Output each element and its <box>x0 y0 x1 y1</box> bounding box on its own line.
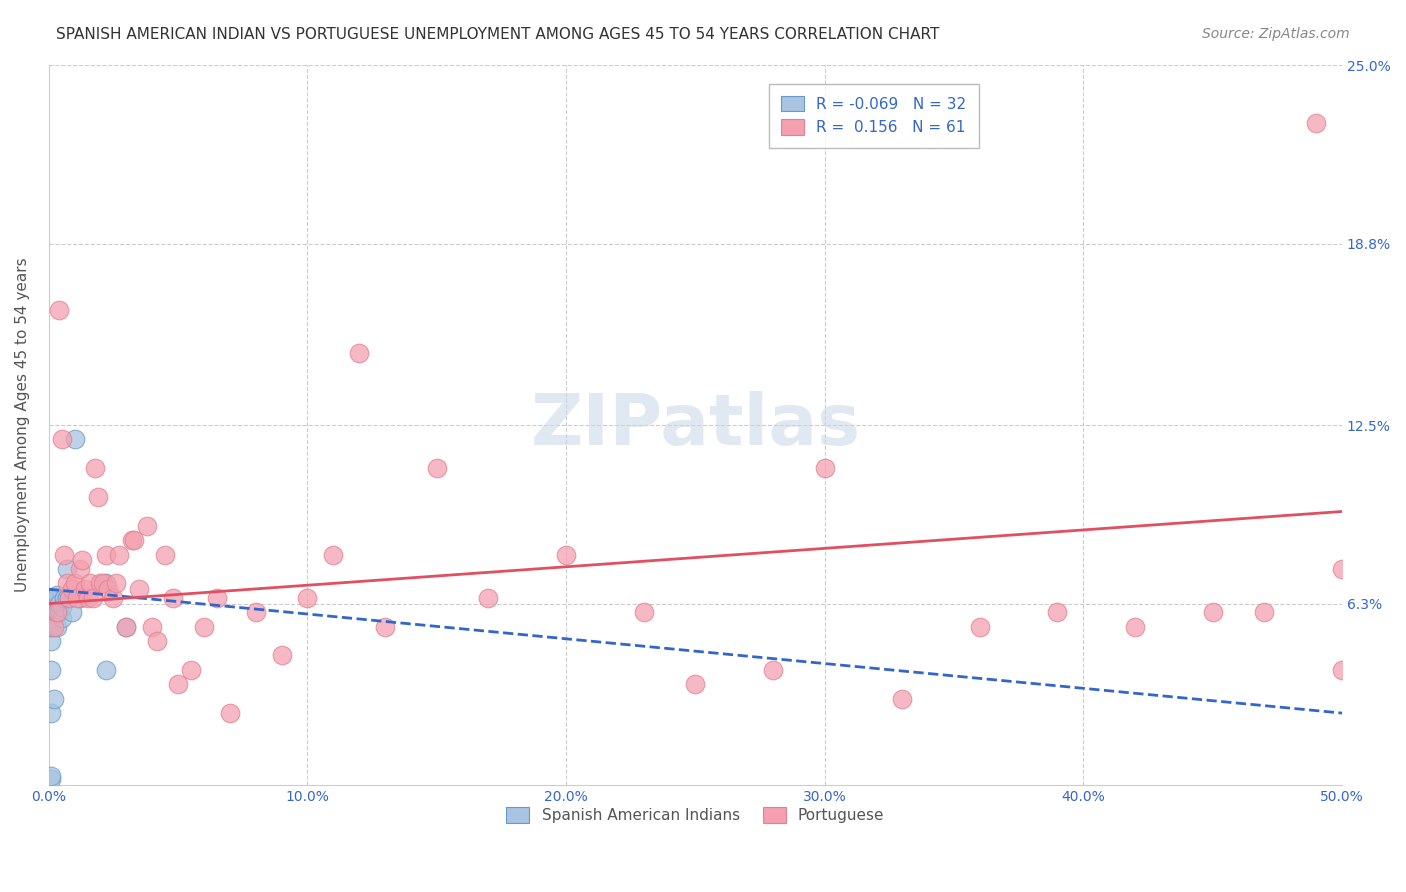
Point <box>91 576 114 591</box>
Point <box>42 597 65 611</box>
Text: Source: ZipAtlas.com: Source: ZipAtlas.com <box>1202 27 1350 41</box>
Point <box>48 597 70 611</box>
Point <box>1123 620 1146 634</box>
Point <box>63 576 86 591</box>
Point <box>45 620 67 634</box>
Point <box>685 677 707 691</box>
Point <box>45 588 67 602</box>
Point <box>136 519 159 533</box>
Point <box>41 769 63 783</box>
Text: SPANISH AMERICAN INDIAN VS PORTUGUESE UNEMPLOYMENT AMONG AGES 45 TO 54 YEARS COR: SPANISH AMERICAN INDIAN VS PORTUGUESE UN… <box>56 27 939 42</box>
Point <box>633 605 655 619</box>
Legend: Spanish American Indians, Portuguese: Spanish American Indians, Portuguese <box>495 795 897 835</box>
Point <box>1330 562 1353 576</box>
Point <box>89 576 111 591</box>
Point <box>51 599 73 614</box>
Point <box>79 576 101 591</box>
Point <box>87 490 110 504</box>
Point <box>270 648 292 663</box>
Point <box>45 605 67 619</box>
Point <box>193 620 215 634</box>
Point <box>42 594 65 608</box>
Point <box>72 553 94 567</box>
Point <box>63 433 86 447</box>
Point <box>42 691 65 706</box>
Point <box>53 548 76 562</box>
Point <box>60 605 83 619</box>
Point <box>218 706 240 720</box>
Point <box>56 591 79 605</box>
Point <box>146 634 169 648</box>
Point <box>69 562 91 576</box>
Point <box>121 533 143 548</box>
Point <box>103 591 125 605</box>
Point <box>45 591 67 605</box>
Point <box>477 591 499 605</box>
Point <box>426 461 449 475</box>
Point <box>1253 605 1275 619</box>
Point <box>51 611 73 625</box>
Point <box>53 591 76 605</box>
Point <box>56 576 79 591</box>
Point <box>69 591 91 605</box>
Point <box>762 663 785 677</box>
Point <box>105 576 128 591</box>
Point <box>45 597 67 611</box>
Point <box>41 605 63 619</box>
Point <box>73 582 96 597</box>
Point <box>128 582 150 597</box>
Point <box>1202 605 1225 619</box>
Point <box>374 620 396 634</box>
Point <box>58 591 80 605</box>
Point <box>162 591 184 605</box>
Point <box>97 582 120 597</box>
Point <box>84 461 107 475</box>
Point <box>41 620 63 634</box>
Point <box>180 663 202 677</box>
Point <box>1330 663 1353 677</box>
Point <box>969 620 991 634</box>
Point <box>42 605 65 619</box>
Point <box>322 548 344 562</box>
Point <box>48 605 70 619</box>
Point <box>555 548 578 562</box>
Point <box>76 591 98 605</box>
Point <box>42 591 65 605</box>
Point <box>56 562 79 576</box>
Y-axis label: Unemployment Among Ages 45 to 54 years: Unemployment Among Ages 45 to 54 years <box>15 258 30 592</box>
Point <box>107 548 129 562</box>
Point <box>58 591 80 605</box>
Point <box>297 591 319 605</box>
Point <box>41 611 63 625</box>
Point <box>41 706 63 720</box>
Point <box>51 433 73 447</box>
Point <box>167 677 190 691</box>
Point <box>42 620 65 634</box>
Point <box>245 605 267 619</box>
Point <box>122 533 145 548</box>
Point <box>94 576 117 591</box>
Point <box>153 548 176 562</box>
Point <box>115 620 138 634</box>
Text: ZIPatlas: ZIPatlas <box>530 391 860 459</box>
Point <box>41 663 63 677</box>
Point <box>1046 605 1069 619</box>
Point <box>205 591 228 605</box>
Point <box>60 582 83 597</box>
Point <box>66 591 89 605</box>
Point <box>141 620 163 634</box>
Point <box>814 461 837 475</box>
Point <box>1305 116 1327 130</box>
Point <box>82 591 104 605</box>
Point <box>94 663 117 677</box>
Point <box>115 620 138 634</box>
Point <box>347 346 370 360</box>
Point <box>45 605 67 619</box>
Point <box>48 302 70 317</box>
Point <box>41 634 63 648</box>
Point <box>94 548 117 562</box>
Point <box>891 691 914 706</box>
Point <box>41 772 63 787</box>
